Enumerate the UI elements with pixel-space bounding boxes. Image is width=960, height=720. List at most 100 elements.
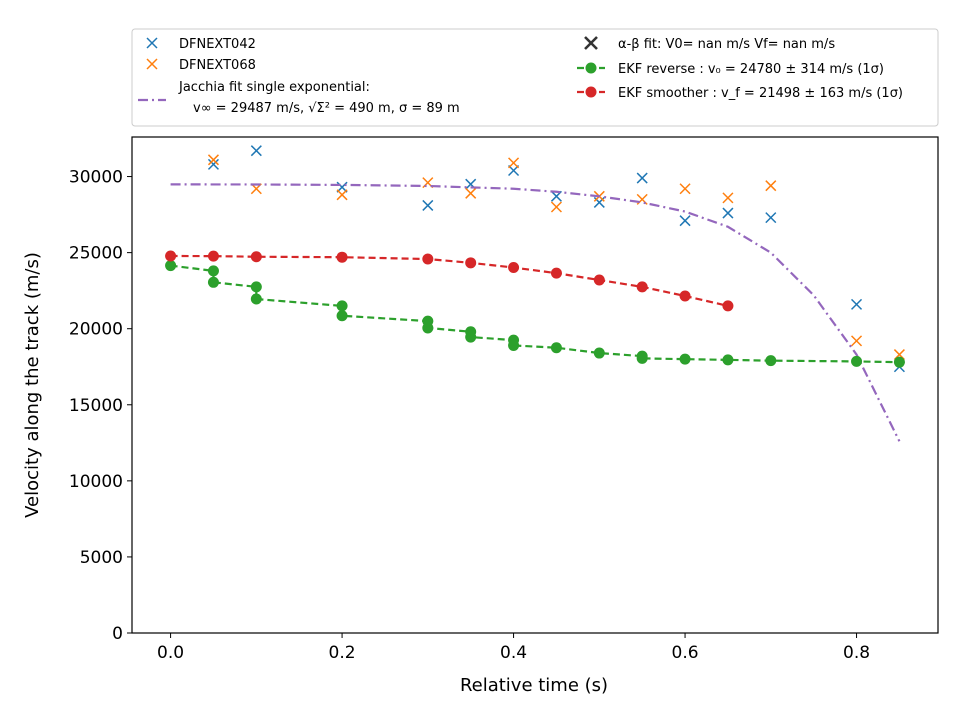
series-1-point-3-b: [422, 177, 434, 189]
series-5-point-11: [722, 300, 734, 312]
series-2-line: [170, 183, 901, 442]
series-1-point-2-b: [336, 189, 348, 201]
series-5-point-2: [250, 251, 262, 263]
series-1-point-10: [722, 192, 734, 204]
series-4-point-10: [465, 331, 477, 343]
series-4-point-19: [765, 355, 777, 367]
series-4-point-6: [336, 310, 348, 322]
series-1-point-11: [765, 180, 777, 192]
series-1-point-0-b: [207, 154, 219, 166]
series-5-point-1: [207, 250, 219, 262]
legend-entry-2: Jacchia fit single exponential: v∞ = 2948…: [138, 80, 460, 116]
x-tick-label-3: 0.6: [672, 643, 699, 663]
y-axis-label: Velocity along the track (m/s): [22, 252, 43, 518]
y-tick-label-0: 0: [112, 624, 123, 644]
legend-entry-0: DFNEXT042: [146, 37, 256, 52]
legend-entry-1-marker-b: [146, 58, 158, 70]
legend-entry-1-marker: [146, 58, 158, 70]
series-4-line: [170, 264, 900, 364]
series-0-point-1: [250, 145, 262, 157]
legend-entry-2-label-1: v∞ = 29487 m/s, √Σ² = 490 m, σ = 89 m: [193, 101, 460, 116]
series-0-point-8-b: [636, 172, 648, 184]
series-4-point-1: [207, 265, 219, 277]
series-4-point-21: [893, 356, 905, 368]
series-4-point-17: [679, 353, 691, 365]
series-0-point-8: [636, 172, 648, 184]
series-4-point-0: [165, 260, 177, 272]
series-0-point-1-b: [250, 145, 262, 157]
x-tick-label-0: 0.0: [157, 643, 184, 663]
legend-entry-0-marker: [146, 37, 158, 49]
series-0-point-12: [851, 298, 863, 310]
series-5-point-7: [550, 267, 562, 279]
legend-entry-2-label-0: Jacchia fit single exponential:: [178, 80, 370, 95]
legend-entry-1: DFNEXT068: [146, 58, 256, 73]
series-5-line: [170, 254, 729, 307]
y-tick-label-6: 30000: [69, 168, 123, 188]
series-4-point-4: [250, 293, 262, 305]
legend-entry-1-label: DFNEXT068: [179, 58, 256, 73]
series-4-point-20: [851, 355, 863, 367]
series-1-point-11-b: [765, 180, 777, 192]
series-0-point-3-b: [422, 199, 434, 211]
x-tick-label-1: 0.2: [329, 643, 356, 663]
series-0-point-0-b: [207, 158, 219, 170]
axes: 0.0 0.2 0.4 0.6 0.8 0 5000 10000 15000 20000 25000…: [69, 136, 939, 663]
axes-frame: [131, 136, 939, 634]
series-4-point-5: [336, 300, 348, 312]
series-5-point-0: [165, 250, 177, 262]
legend-entry-4: EKF reverse : v₀ = 24780 ± 314 m/s (1σ): [577, 62, 884, 77]
series-1-point-0: [207, 154, 219, 166]
plot-series-group: [165, 145, 905, 442]
series-5-point-3: [336, 251, 348, 263]
legend-entry-5-label: EKF smoother : v_f = 21498 ± 163 m/s (1σ…: [618, 86, 903, 101]
series-1-point-5-b: [508, 157, 520, 169]
legend-entry-5: EKF smoother : v_f = 21498 ± 163 m/s (1σ…: [577, 86, 903, 101]
series-5-point-10: [679, 290, 691, 302]
series-5-point-8: [593, 274, 605, 286]
y-tick-label-1: 5000: [80, 548, 123, 568]
series-4-point-12: [508, 339, 520, 351]
series-4-point-13: [550, 342, 562, 354]
series-5-point-4: [422, 253, 434, 265]
legend-entry-0-label: DFNEXT042: [179, 37, 256, 52]
legend-entry-5-dot: [585, 86, 597, 98]
series-0-point-12-b: [851, 298, 863, 310]
series-5-point-6: [508, 262, 520, 274]
y-tick-label-2: 10000: [69, 472, 123, 492]
series-0-point-9-b: [679, 215, 691, 227]
series-1-point-10-b: [722, 192, 734, 204]
series-0-point-9: [679, 215, 691, 227]
series-0-point-3: [422, 199, 434, 211]
series-1-point-4-b: [465, 187, 477, 199]
legend-entry-4-label: EKF reverse : v₀ = 24780 ± 314 m/s (1σ): [618, 62, 884, 77]
series-1-point-12: [851, 335, 863, 347]
series-4-point-2: [207, 276, 219, 288]
series-5-point-9: [636, 281, 648, 293]
series-4-point-14: [593, 347, 605, 359]
series-4-point-8: [422, 322, 434, 334]
y-tick-label-5: 25000: [69, 244, 123, 264]
legend-entry-3-marker: [584, 36, 598, 50]
series-1-point-4: [465, 187, 477, 199]
series-1-point-2: [336, 189, 348, 201]
legend-entry-3-marker-b: [584, 36, 598, 50]
series-0-point-4-b: [465, 178, 477, 190]
series-0-point-11: [765, 212, 777, 224]
series-0-point-10-b: [722, 207, 734, 219]
series-1-point-6: [550, 201, 562, 213]
legend-entry-3-label: α-β fit: V0= nan m/s Vf= nan m/s: [618, 37, 835, 52]
series-1-point-6-b: [550, 201, 562, 213]
series-1-point-9: [679, 183, 691, 195]
plot-area: [165, 145, 905, 442]
series-1-point-12-b: [851, 335, 863, 347]
legend-entry-3: α-β fit: V0= nan m/s Vf= nan m/s: [584, 36, 835, 52]
series-1-point-5: [508, 157, 520, 169]
series-0-point-10: [722, 207, 734, 219]
legend-entry-0-marker-b: [146, 37, 158, 49]
series-5-point-5: [465, 257, 477, 269]
series-4-point-18: [722, 354, 734, 366]
legend-entry-4-dot: [585, 62, 597, 74]
series-0-point-0: [207, 158, 219, 170]
